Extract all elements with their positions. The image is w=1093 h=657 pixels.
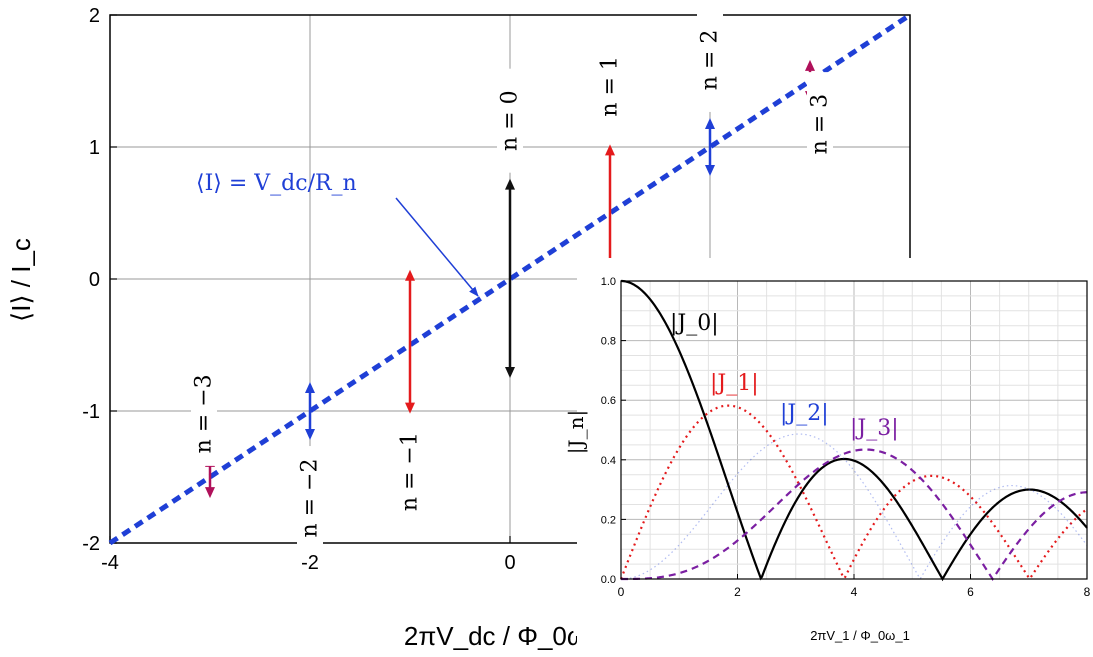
step-label: n = 3 (808, 94, 833, 155)
inset-x-tick-label: 0 (618, 585, 625, 599)
step-arrow-nm1: n = −1 (397, 269, 423, 524)
inset-grid (621, 281, 1087, 579)
step-arrow-head-up (505, 178, 515, 190)
step-label-bg (697, 7, 723, 112)
inset-y-tick-label: 0.4 (601, 455, 616, 467)
step-label: n = −2 (298, 459, 323, 538)
inset-y-axis-label: |J_n| (564, 410, 589, 454)
step-arrow-head-up (405, 269, 415, 281)
step-arrow-n1: n = 1 (597, 34, 623, 289)
step-arrow-head-up (705, 117, 715, 129)
step-label: n = 0 (498, 90, 523, 151)
y-tick-label: -2 (82, 533, 100, 555)
step-arrow-nm2: n = −2 (297, 381, 323, 551)
bessel-curve-j0 (620, 279, 1088, 582)
step-label: n = 2 (698, 30, 723, 91)
inset-x-tick-label: 2 (734, 585, 741, 599)
step-arrow-head-down (405, 402, 415, 414)
ohmic-label-arrow (395, 197, 479, 297)
inset-curves (619, 279, 1088, 582)
step-label-bg (807, 72, 833, 177)
step-arrow-head-up (305, 381, 315, 393)
step-label-bg (297, 446, 323, 551)
series-label-j0: |J_0| (670, 311, 719, 336)
x-tick-label: -4 (101, 552, 119, 574)
step-arrow-head-down (505, 367, 515, 378)
x-tick-label: 0 (504, 552, 515, 574)
inset-y-tick-label: 0.2 (601, 514, 616, 526)
y-tick-label: 1 (89, 137, 100, 159)
bessel-curve-j2 (620, 433, 1088, 580)
step-label: n = −3 (192, 374, 217, 453)
inset-x-tick-label: 4 (851, 585, 858, 599)
step-arrow-nm3: n = −3 (191, 361, 217, 499)
step-arrow-head-up (605, 144, 615, 156)
step-arrow-head-down (205, 487, 215, 499)
inset-x-tick-label: 6 (967, 585, 974, 599)
shapiro-steps: n = −3 n = −2 n = −1 n = 0 n = 1 n = 2 n = 3 (191, 7, 833, 551)
step-arrow-n3: n = 3 (805, 59, 833, 177)
y-tick-label: 0 (89, 269, 100, 291)
step-arrow-head-down (305, 429, 315, 441)
ohmic-line (108, 12, 912, 546)
step-arrow-head-down (705, 165, 715, 177)
y-tick-label: 2 (89, 5, 100, 27)
main-y-axis-label: ⟨I⟩ / I_c (6, 238, 36, 322)
y-tick-label: -1 (82, 401, 100, 423)
step-label: n = 1 (598, 56, 623, 117)
ohmic-line-path (108, 12, 912, 546)
inset-x-tick-label: 8 (1084, 585, 1091, 599)
inset-y-tick-label: 1.0 (601, 276, 616, 288)
step-label: n = −1 (398, 432, 423, 511)
step-label-bg (191, 361, 217, 466)
inset-ticks: 0 2 4 6 8 0.0 0.2 0.4 0.6 0.8 1.0 (601, 276, 1091, 599)
step-label-bg (397, 419, 423, 524)
inset-y-tick-label: 0.6 (601, 395, 616, 407)
series-label-j2: |J_2| (780, 401, 829, 426)
step-arrow-n0: n = 0 (497, 68, 523, 378)
step-arrow-head-up (805, 59, 815, 71)
x-tick-label: -2 (301, 552, 319, 574)
inset-x-axis-label: 2πV_1 / Φ_0ω_1 (810, 628, 910, 643)
series-label-j1: |J_1| (710, 371, 759, 396)
step-arrow-n2: n = 2 (697, 7, 723, 177)
inset-y-tick-label: 0.8 (601, 336, 616, 348)
series-label-j3: |J_3| (850, 416, 899, 441)
step-label-bg (597, 34, 623, 139)
inset-y-tick-label: 0.0 (601, 574, 616, 586)
ohmic-line-label: ⟨I⟩ = V_dc/R_n (196, 171, 357, 196)
step-label-bg (497, 68, 523, 173)
